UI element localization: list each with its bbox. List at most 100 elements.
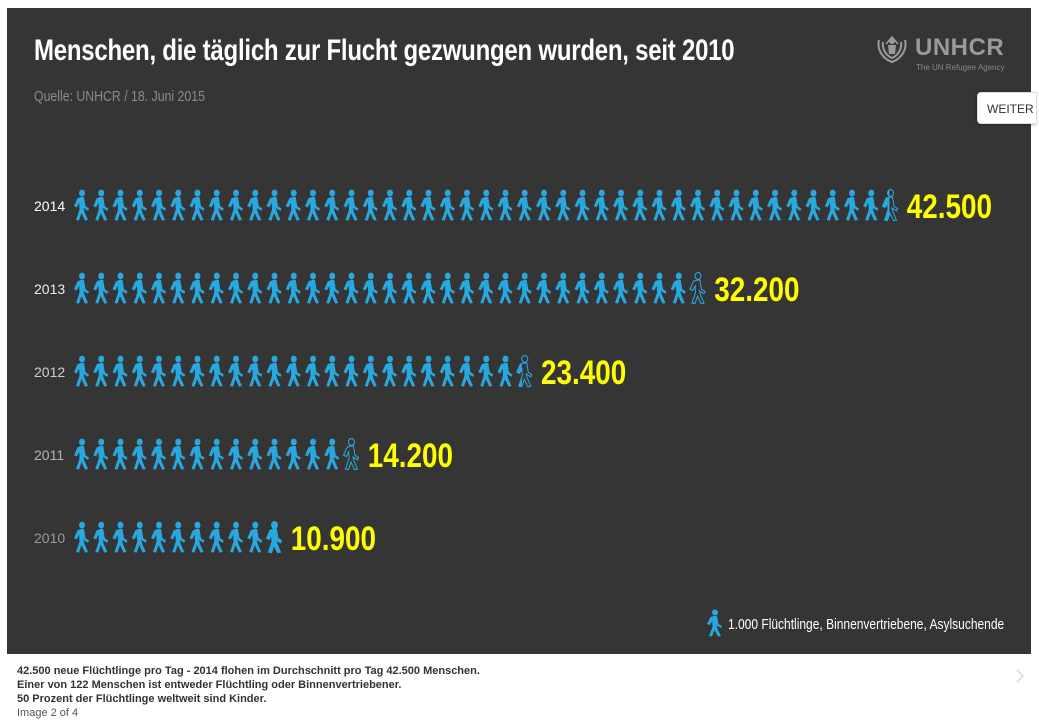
walking-person-icon — [266, 438, 282, 470]
walking-person-icon — [439, 189, 455, 221]
walking-person-icon — [401, 272, 417, 304]
walking-person-icon — [74, 355, 89, 387]
walking-person-icon — [420, 272, 436, 304]
walking-person-icon — [151, 438, 166, 470]
walking-person-icon — [247, 438, 263, 470]
walking-person-icon — [112, 355, 128, 387]
walking-person-icon — [247, 189, 263, 221]
walking-person-icon — [189, 521, 205, 553]
walking-person-icon — [305, 272, 320, 304]
walking-person-icon — [208, 438, 224, 470]
walking-person-icon — [632, 189, 648, 221]
image-caption: 42.500 neue Flüchtlinge pro Tag - 2014 f… — [17, 664, 480, 706]
walking-person-icon — [632, 272, 648, 304]
walking-person-icon — [285, 189, 301, 221]
year-label: 2014 — [34, 198, 65, 214]
walking-person-icon — [651, 189, 667, 221]
walking-person-icon — [382, 355, 397, 387]
walking-person-icon — [266, 189, 282, 221]
walking-person-icon — [324, 272, 340, 304]
walking-person-icon — [420, 355, 436, 387]
caption-line: Einer von 122 Menschen ist entweder Flüc… — [17, 679, 402, 691]
pictogram-row: 2010 10.900 — [34, 519, 376, 557]
walking-person-icon — [459, 189, 474, 221]
walking-person-icon — [170, 355, 186, 387]
partial-person-icon — [881, 189, 899, 222]
walking-person-icon — [555, 272, 571, 304]
caption-line: 50 Prozent der Flüchtlinge weltweit sind… — [17, 693, 267, 705]
walking-person-icon — [767, 189, 782, 221]
walking-person-icon — [228, 355, 243, 387]
walking-person-icon — [208, 189, 224, 221]
walking-person-icon — [131, 438, 147, 470]
walking-person-icon — [189, 438, 205, 470]
walking-person-icon — [536, 189, 551, 221]
walking-person-icon — [285, 438, 301, 470]
walking-person-icon — [151, 272, 166, 304]
walking-person-icon — [613, 272, 628, 304]
walking-person-icon — [651, 272, 667, 304]
walking-person-icon — [74, 272, 89, 304]
walking-person-icon — [690, 189, 705, 221]
walking-person-icon — [824, 189, 840, 221]
caption-line: 42.500 neue Flüchtlinge pro Tag - 2014 f… — [17, 665, 480, 677]
walking-person-icon — [170, 189, 186, 221]
year-label: 2010 — [34, 530, 65, 546]
pictogram-row: 2012 23.400 — [34, 353, 626, 391]
walking-person-icon — [131, 272, 147, 304]
walking-person-icon — [670, 272, 686, 304]
walking-person-icon — [786, 189, 802, 221]
walking-person-icon — [439, 355, 455, 387]
walking-person-icon — [343, 272, 359, 304]
walking-person-icon — [208, 355, 224, 387]
walking-person-icon — [478, 189, 494, 221]
value-label: 32.200 — [714, 270, 799, 308]
walking-person-icon — [555, 189, 571, 221]
walking-person-icon — [478, 355, 494, 387]
walking-person-icon — [112, 272, 128, 304]
walking-person-icon — [844, 189, 859, 221]
walking-person-icon — [382, 189, 397, 221]
walking-person-icon — [112, 189, 128, 221]
walking-person-icon — [93, 272, 109, 304]
walking-person-icon — [670, 189, 686, 221]
walking-person-icon — [228, 438, 243, 470]
walking-person-icon — [247, 355, 263, 387]
walking-person-icon — [93, 355, 109, 387]
image-counter: Image 2 of 4 — [17, 707, 79, 719]
walking-person-icon — [228, 272, 243, 304]
infographic-panel: Menschen, die täglich zur Flucht gezwung… — [7, 8, 1031, 654]
walking-person-icon — [266, 355, 282, 387]
unhcr-logo: UNHCR The UN Refugee Agency — [875, 32, 1005, 72]
walking-person-icon — [516, 272, 532, 304]
walking-person-icon — [343, 189, 359, 221]
year-label: 2011 — [34, 447, 64, 463]
walking-person-icon — [131, 521, 147, 553]
unhcr-logo-icon — [877, 35, 907, 64]
walking-person-icon — [593, 272, 609, 304]
walking-person-icon — [516, 189, 532, 221]
walking-person-icon — [863, 189, 879, 221]
partial-person-icon — [516, 355, 533, 388]
walking-person-icon — [247, 521, 263, 553]
pictogram-row: 2011 14.200 — [34, 436, 453, 474]
walking-person-icon — [228, 189, 243, 221]
walking-person-icon — [709, 189, 725, 221]
next-button[interactable]: WEITER — [977, 92, 1037, 124]
chart-title: Menschen, die täglich zur Flucht gezwung… — [34, 34, 735, 67]
walking-person-icon — [401, 189, 417, 221]
walking-person-icon — [131, 189, 147, 221]
walking-person-icon — [74, 521, 89, 553]
walking-person-icon — [362, 355, 378, 387]
walking-person-legend-icon — [707, 609, 722, 637]
chevron-right-icon[interactable] — [1010, 666, 1030, 686]
walking-person-icon — [420, 189, 436, 221]
walking-person-icon — [74, 189, 89, 221]
walking-person-icon — [497, 272, 513, 304]
walking-person-icon — [478, 272, 494, 304]
value-label: 10.900 — [291, 519, 376, 557]
partial-person-icon — [265, 521, 283, 554]
pictogram-row: 2013 32.200 — [34, 270, 799, 308]
walking-person-icon — [536, 272, 551, 304]
walking-person-icon — [401, 355, 417, 387]
